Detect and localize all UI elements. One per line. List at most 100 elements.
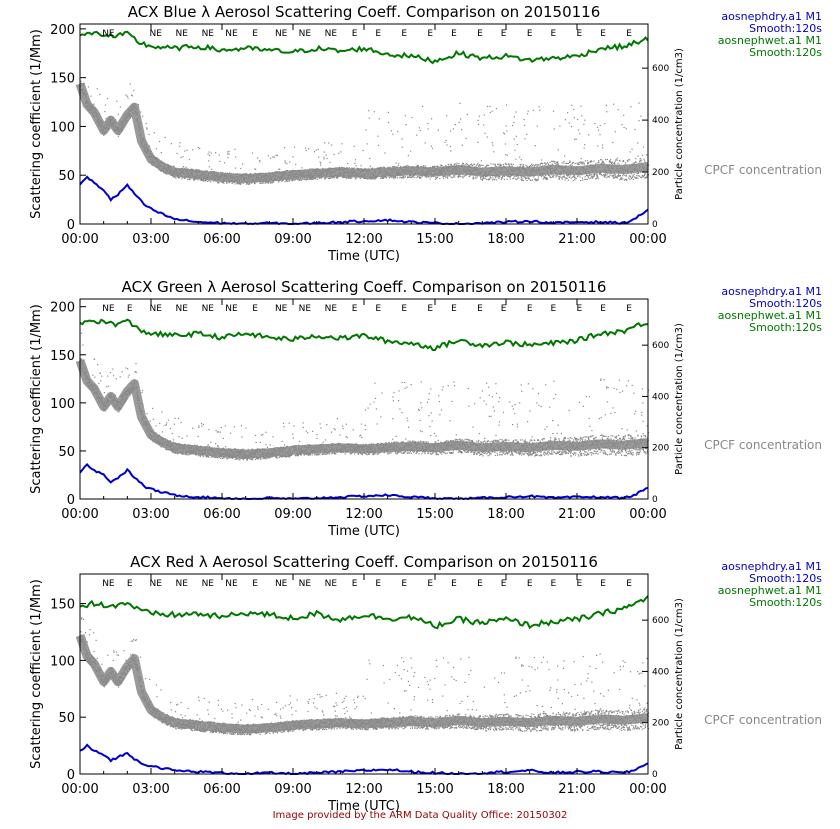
cpcf-point [146, 127, 147, 128]
cpcf-point [112, 369, 113, 370]
cpcf-point [107, 98, 108, 99]
cpcf-point [553, 175, 554, 176]
y2-tick-label: 400 [652, 116, 669, 126]
cpcf-point [466, 138, 467, 139]
cpcf-point [573, 162, 574, 163]
cpcf-point [559, 177, 560, 178]
cpcf-point [195, 179, 196, 180]
cpcf-point [425, 142, 426, 143]
cpcf-point [176, 153, 177, 154]
cpcf-point [477, 142, 478, 143]
cpcf-point [249, 183, 250, 184]
cpcf-point [574, 179, 575, 180]
cpcf-point [235, 459, 236, 460]
cpcf-point [482, 179, 483, 180]
cpcf-point [225, 446, 226, 447]
cpcf-point [597, 177, 598, 178]
cpcf-point [530, 166, 531, 167]
cpcf-point [340, 151, 341, 152]
cpcf-point [293, 179, 294, 180]
cpcf-point [292, 156, 293, 157]
cpcf-point [516, 179, 517, 180]
cpcf-point [458, 163, 459, 164]
cpcf-point [209, 166, 210, 167]
cpcf-point [284, 160, 285, 161]
cpcf-point [559, 179, 560, 180]
cpcf-point [624, 175, 625, 176]
cpcf-point [632, 149, 633, 150]
cpcf-point [620, 175, 621, 176]
cpcf-point [120, 106, 121, 107]
cpcf-point [443, 176, 444, 177]
cpcf-point [333, 177, 334, 178]
cpcf-point [403, 177, 404, 178]
cpcf-point [547, 178, 548, 179]
cpcf-point [277, 155, 278, 156]
cpcf-point [327, 158, 328, 159]
cpcf-point [240, 168, 241, 169]
cpcf-point [584, 164, 585, 165]
cpcf-point [219, 161, 220, 162]
cpcf-point [422, 176, 423, 177]
cpcf-point [432, 148, 433, 149]
cpcf-point [563, 163, 564, 164]
cpcf-point [594, 123, 595, 124]
cpcf-point [640, 116, 641, 117]
cpcf-point [562, 178, 563, 179]
cpcf-point [459, 176, 460, 177]
cpcf-point [633, 175, 634, 176]
cpcf-point [354, 163, 355, 164]
cpcf-point [638, 173, 639, 174]
qc-flag-label: E [252, 29, 258, 39]
cpcf-point [270, 158, 271, 159]
cpcf-point [328, 142, 329, 143]
cpcf-point [516, 136, 517, 137]
cpcf-point [600, 125, 601, 126]
cpcf-point [604, 123, 605, 124]
cpcf-point [602, 145, 603, 146]
cpcf-point [259, 161, 260, 162]
y-tick-label: 200 [50, 23, 75, 38]
y-tick-label: 150 [50, 72, 75, 87]
cpcf-point [172, 433, 173, 434]
cpcf-point [146, 128, 147, 129]
cpcf-point [101, 376, 102, 377]
cpcf-point [523, 164, 524, 165]
cpcf-point [299, 180, 300, 181]
cpcf-point [526, 134, 527, 135]
cpcf-point [459, 122, 460, 123]
cpcf-point [443, 178, 444, 179]
cpcf-point [598, 162, 599, 163]
cpcf-point [545, 162, 546, 163]
cpcf-point [372, 178, 373, 179]
cpcf-point [489, 179, 490, 180]
cpcf-point [628, 178, 629, 179]
cpcf-point [90, 96, 91, 97]
cpcf-point [637, 178, 638, 179]
cpcf-point [574, 175, 575, 176]
cpcf-point [81, 333, 82, 334]
cpcf-point [581, 158, 582, 159]
cpcf-point [542, 163, 543, 164]
cpcf-point [636, 175, 637, 176]
cpcf-point [284, 147, 285, 148]
cpcf-point [569, 122, 570, 123]
cpcf-point [614, 162, 615, 163]
cpcf-point [588, 176, 589, 177]
cpcf-point [273, 181, 274, 182]
cpcf-point [223, 183, 224, 184]
cpcf-point [630, 151, 631, 152]
cpcf-point [478, 124, 479, 125]
cpcf-point [367, 143, 368, 144]
cpcf-point [418, 165, 419, 166]
cpcf-point [523, 180, 524, 181]
cpcf-point [480, 165, 481, 166]
cpcf-point [546, 163, 547, 164]
cpcf-point [458, 177, 459, 178]
cpcf-point [189, 179, 190, 180]
cpcf-point [489, 106, 490, 107]
cpcf-point [571, 126, 572, 127]
qc-flag-label: NE [275, 29, 288, 39]
cpcf-point [216, 430, 217, 431]
cpcf-point [287, 181, 288, 182]
